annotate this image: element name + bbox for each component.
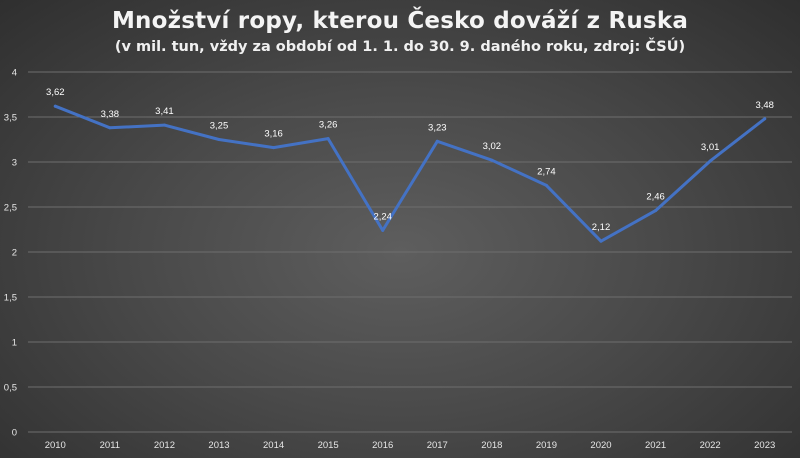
- x-tick-label: 2019: [536, 440, 557, 451]
- data-point: [708, 159, 712, 163]
- x-tick-label: 2013: [208, 440, 229, 451]
- x-tick-label: 2018: [481, 440, 502, 451]
- data-point: [654, 209, 658, 213]
- data-point: [599, 239, 603, 243]
- chart-titles: Množství ropy, kterou Česko dováží z Rus…: [0, 6, 800, 57]
- x-tick-label: 2010: [45, 440, 66, 451]
- y-tick-label: 2,5: [4, 203, 17, 214]
- x-axis: 2010 2011 2012 2013 2014 2015 2016 2017 2018 2019…: [45, 440, 776, 451]
- data-point: [381, 228, 385, 232]
- data-point: [217, 138, 221, 141]
- data-label: 3,41: [155, 106, 174, 117]
- x-tick-label: 2016: [372, 440, 393, 451]
- data-point: [763, 117, 767, 121]
- y-tick-label: 3,5: [4, 113, 17, 124]
- data-label: 3,48: [755, 100, 774, 111]
- x-tick-label: 2023: [754, 440, 775, 451]
- data-label: 2,46: [646, 192, 665, 203]
- data-label: 2,24: [373, 211, 392, 222]
- data-label: 3,25: [210, 121, 229, 132]
- y-tick-label: 3: [12, 158, 17, 169]
- data-label: 3,38: [101, 109, 120, 120]
- x-tick-label: 2022: [700, 440, 721, 451]
- chart-subtitle: (v mil. tun, vždy za období od 1. 1. do …: [114, 39, 686, 55]
- chart-title: Množství ropy, kterou Česko dováží z Rus…: [111, 8, 689, 34]
- data-point: [435, 139, 439, 143]
- y-tick-label: 0,5: [4, 383, 17, 394]
- data-point: [108, 126, 112, 130]
- data-point: [53, 104, 57, 108]
- data-point: [162, 123, 166, 127]
- gridlines: [28, 71, 792, 433]
- x-tick-label: 2015: [318, 440, 339, 451]
- y-tick-label: 4: [12, 68, 17, 79]
- x-tick-label: 2021: [645, 440, 666, 451]
- y-axis: 0 0,5 1 1,5 2 2,5 3 3,5 4: [4, 68, 17, 439]
- x-tick-label: 2011: [100, 440, 120, 451]
- y-tick-label: 1: [12, 338, 17, 349]
- data-point: [544, 183, 548, 187]
- data-labels: 3,62 3,38 3,41 3,25 3,16 3,26 2,24 3,23 3,02 2,74…: [46, 87, 774, 233]
- data-label: 3,01: [701, 142, 720, 153]
- series-line: [53, 104, 767, 243]
- x-tick-label: 2020: [590, 440, 611, 451]
- data-point: [326, 137, 330, 141]
- data-point: [490, 158, 494, 162]
- data-label: 3,16: [264, 129, 283, 140]
- data-label: 3,26: [319, 120, 338, 131]
- series-group: [53, 104, 767, 243]
- x-tick-label: 2012: [154, 440, 175, 451]
- y-tick-label: 0: [12, 428, 17, 439]
- data-label: 3,62: [46, 87, 65, 98]
- data-point: [272, 146, 276, 150]
- y-tick-label: 2: [12, 248, 17, 259]
- data-label: 3,23: [428, 122, 447, 133]
- x-tick-label: 2014: [263, 440, 284, 451]
- data-label: 3,02: [483, 141, 502, 152]
- data-label: 2,74: [537, 166, 556, 177]
- x-tick-label: 2017: [427, 440, 448, 451]
- data-label: 2,12: [592, 222, 611, 233]
- y-tick-label: 1,5: [4, 293, 17, 304]
